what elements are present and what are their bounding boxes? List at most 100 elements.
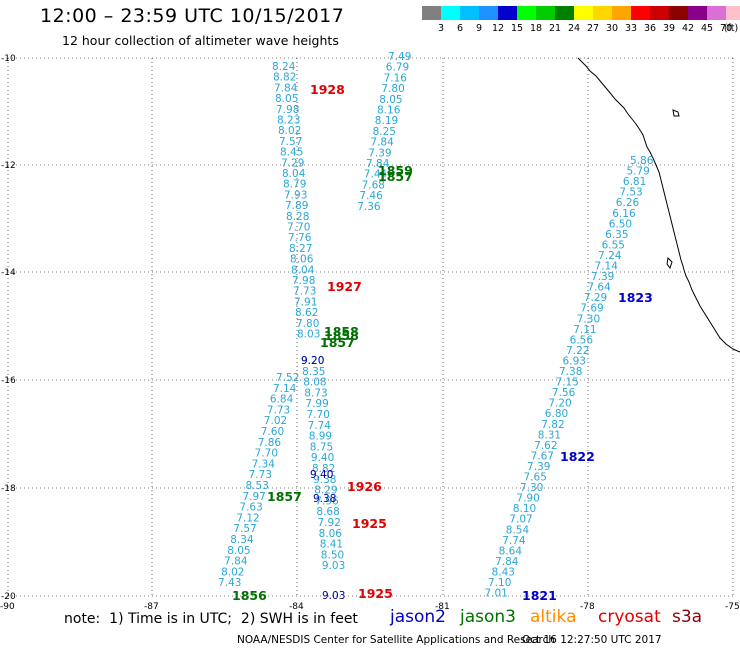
track-c-value: 7.70 [255, 448, 278, 460]
track-a-value: 7.29 [281, 157, 304, 169]
legend-swatch [688, 6, 707, 20]
legend-label: 27 [586, 23, 600, 34]
track-b-value: 8.75 [310, 441, 333, 453]
track-c-value: 6.84 [270, 394, 294, 406]
track-c-value: 7.02 [264, 415, 287, 427]
track-c-value: 7.14 [273, 383, 297, 395]
track-b-value: 8.99 [309, 431, 332, 443]
track-e-value: 7.80 [381, 83, 404, 95]
track-e-value: 7.16 [384, 72, 408, 84]
track-a-value: 8.05 [275, 93, 298, 105]
credit-line: NOAA/NESDIS Center for Satellite Applica… [237, 634, 555, 646]
track-a-value: 8.82 [273, 72, 296, 84]
legend-unit: (ft) [723, 23, 739, 34]
track-c-value: 7.52 [276, 372, 299, 384]
lat-label: -18 [1, 484, 16, 494]
track-a-value: 7.89 [285, 200, 308, 212]
track-b-highlight: 9.03 [322, 590, 345, 602]
pass-time-label: 1858 [324, 328, 359, 343]
legend-label: 33 [624, 23, 638, 34]
track-b-value: 8.82 [312, 463, 335, 475]
satellite-jason2: jason2 [390, 607, 446, 627]
lon-label: -84 [289, 602, 304, 612]
track-a-value: 7.57 [279, 136, 302, 148]
pass-time-label: 1822 [560, 449, 595, 464]
track-d-value: 6.50 [609, 218, 632, 230]
track-a-value: 8.23 [277, 115, 300, 127]
track-b-value: 8.06 [319, 528, 343, 540]
track-d-value: 7.07 [509, 514, 532, 526]
track-c-value: 7.86 [258, 437, 282, 449]
lat-label: -10 [1, 54, 16, 64]
track-d-value: 7.01 [484, 588, 507, 600]
track-c-value: 7.73 [267, 404, 290, 416]
pass-time-label: 1858 [324, 324, 359, 339]
legend-swatch [498, 6, 517, 20]
track-d-value: 8.64 [499, 545, 523, 557]
track-b-value: 8.68 [316, 506, 339, 518]
track-a-value: 8.04 [291, 264, 315, 276]
legend-label: 42 [681, 23, 695, 34]
track-d-value: 5.79 [626, 166, 649, 178]
legend-swatch [650, 6, 669, 20]
track-b-value: 8.41 [320, 539, 343, 551]
track-d-value: 6.93 [563, 355, 586, 367]
pass-time-label: 1856 [232, 588, 267, 603]
track-e-value: 8.05 [379, 94, 402, 106]
legend-label: 3 [437, 23, 445, 34]
pass-time-label: 1823 [618, 290, 653, 305]
track-c-value: 8.34 [230, 534, 254, 546]
map-grid [7, 57, 734, 597]
track-a-value: 8.28 [286, 211, 309, 223]
legend-swatch [593, 6, 612, 20]
track-c-value: 7.73 [249, 469, 272, 481]
legend-swatch [517, 6, 536, 20]
track-d-value: 7.65 [524, 472, 547, 484]
coastline [577, 57, 740, 353]
coast-inlet [666, 256, 673, 270]
track-b-value: 7.74 [308, 420, 332, 432]
track-a-value: 8.03 [297, 329, 320, 341]
generated-timestamp: Oct 16 12:27:50 UTC 2017 [522, 634, 662, 646]
track-d-value: 8.54 [506, 524, 530, 536]
track-c-value: 7.63 [239, 502, 262, 514]
track-b-value: 9.40 [311, 452, 334, 464]
track-d-value: 7.15 [555, 377, 578, 389]
track-a-value: 7.98 [292, 275, 315, 287]
legend-swatch [479, 6, 498, 20]
legend-label: 24 [567, 23, 581, 34]
track-b-value: 8.08 [303, 377, 326, 389]
track-d-value: 7.67 [531, 450, 554, 462]
track-c-value: 7.34 [252, 458, 276, 470]
track-e-value: 8.16 [377, 105, 401, 117]
legend-swatch [460, 6, 479, 20]
map-subtitle: 12 hour collection of altimeter wave hei… [62, 33, 339, 48]
axis-labels: -10 -12 -14 -16 -18 -20-90 -87 -84 -81 -78 -75 [0, 54, 740, 612]
track-b-value: 7.99 [305, 398, 328, 410]
track-b-value: 7.92 [318, 517, 341, 529]
track-d-value: 6.55 [602, 239, 625, 251]
lon-label: -87 [144, 602, 159, 612]
lake-outline [672, 109, 680, 117]
pass-time-label: 1857 [320, 335, 355, 350]
legend-swatch [441, 6, 460, 20]
legend-swatch [612, 6, 631, 20]
legend-label: 9 [475, 23, 483, 34]
lon-label: -90 [0, 602, 15, 612]
lon-label: -81 [435, 602, 450, 612]
track-d-value: 5.86 [630, 155, 654, 167]
satellite-jason3: jason3 [460, 607, 516, 627]
track-d-value: 6.80 [545, 408, 568, 420]
legend-label: 36 [643, 23, 657, 34]
lat-label: -12 [1, 161, 16, 171]
track-b-value: 9.03 [322, 560, 345, 572]
pass-time-label: 1928 [310, 82, 345, 97]
map-title: 12:00 – 23:59 UTC 10/15/2017 [40, 5, 345, 27]
track-b-value: 8.35 [302, 366, 325, 378]
legend-swatch [422, 6, 441, 20]
track-d-value: 7.56 [552, 387, 576, 399]
track-c-value: 7.97 [242, 491, 265, 503]
track-d-value: 7.39 [591, 271, 614, 283]
track-e-value: 6.79 [386, 62, 409, 74]
